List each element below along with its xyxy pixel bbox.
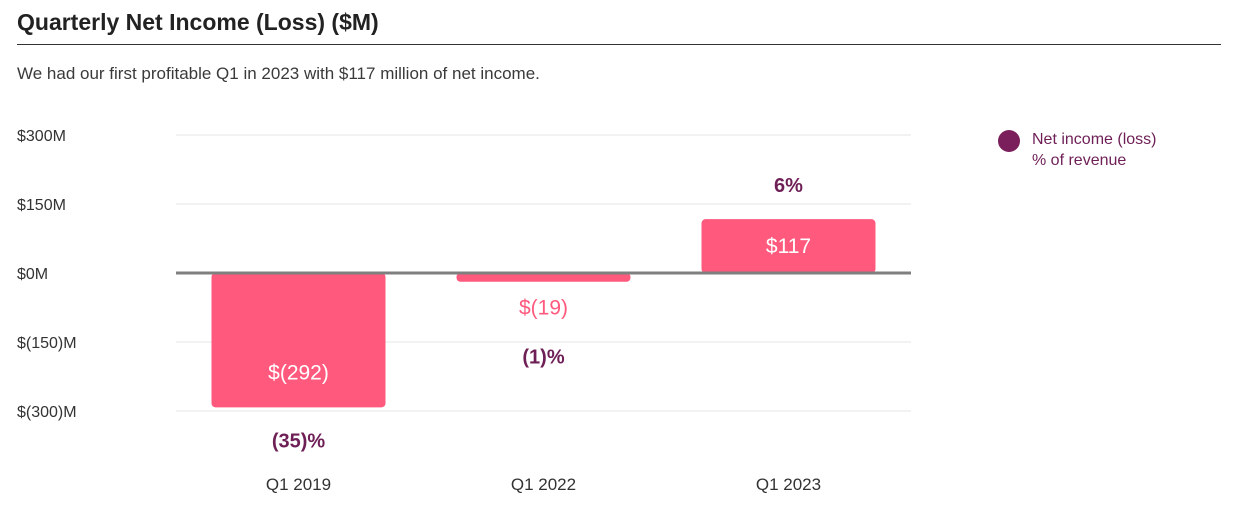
bar-chart: $300M $150M $0M $(150)M $(300)M $(292) (35)% Q1… — [17, 128, 911, 494]
y-tick-label: $150M — [17, 197, 66, 214]
y-tick-label: $(300)M — [17, 404, 77, 421]
chart-title: Quarterly Net Income (Loss) ($M) — [17, 9, 379, 35]
x-tick-label: Q1 2019 — [266, 475, 331, 494]
y-tick-label: $300M — [17, 128, 66, 145]
percent-label: (35)% — [272, 430, 326, 452]
bar — [211, 273, 386, 408]
bar — [701, 219, 876, 273]
y-tick-label: $0M — [17, 266, 48, 283]
data-label: $117 — [766, 235, 811, 258]
bar — [456, 273, 631, 282]
data-label: $(292) — [268, 361, 329, 384]
legend-dot-icon — [998, 130, 1020, 152]
x-tick-label: Q1 2022 — [511, 475, 576, 494]
legend-label: Net income (loss) — [1032, 131, 1157, 148]
legend-sublabel: % of revenue — [1032, 152, 1127, 169]
percent-label: 6% — [774, 175, 803, 197]
x-tick-label: Q1 2023 — [756, 475, 821, 494]
data-label: $(19) — [519, 297, 568, 320]
chart-subtitle: We had our first profitable Q1 in 2023 w… — [17, 64, 540, 83]
y-tick-label: $(150)M — [17, 335, 77, 352]
title-divider — [17, 44, 1221, 45]
percent-label: (1)% — [522, 347, 564, 369]
